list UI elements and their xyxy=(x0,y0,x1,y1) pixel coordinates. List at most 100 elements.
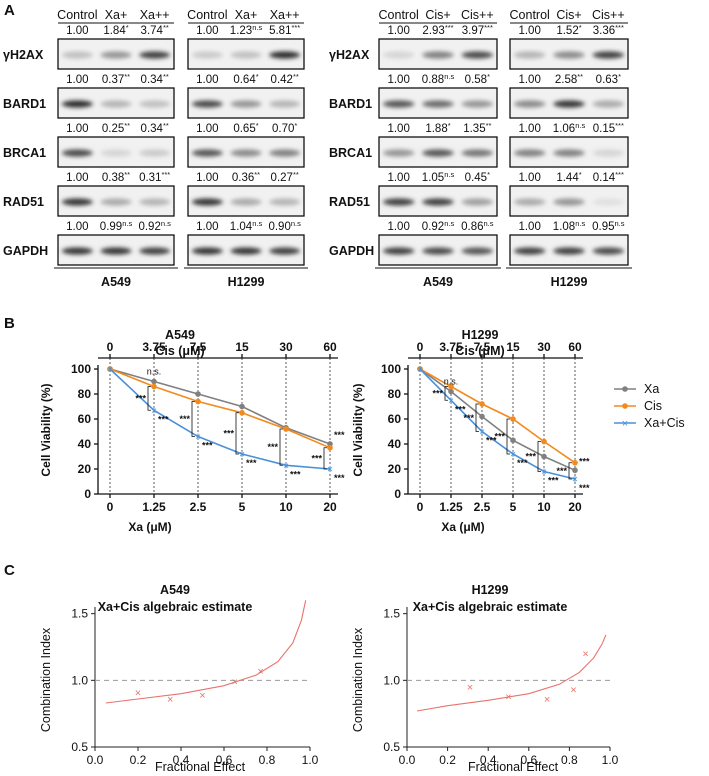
quant-cis-0-1-1: 1.52* xyxy=(556,23,581,37)
quant-cis-3-0-2: 0.45* xyxy=(465,170,490,184)
series-line-Xa+Cis xyxy=(109,368,331,470)
y-tick-label: 0 xyxy=(394,487,401,501)
blot-band xyxy=(191,198,223,206)
significance-stars: *** xyxy=(517,458,528,468)
significance-bracket xyxy=(506,418,510,455)
y-tick-label: 80 xyxy=(388,387,402,401)
significance-stars: *** xyxy=(334,430,345,440)
y-tick-label: 20 xyxy=(388,462,402,476)
x-tick-label: 5 xyxy=(510,500,517,514)
quant-xa-2-1-1: 0.65* xyxy=(233,121,258,135)
blot-band xyxy=(139,198,171,206)
quant-xa-2-1-2: 0.70* xyxy=(272,121,297,135)
data-point-Xa+Cis: × xyxy=(417,365,423,376)
quant-cis-0-0-0: 1.00 xyxy=(387,25,409,37)
blot-band xyxy=(422,100,454,108)
legend-item-cis: Cis xyxy=(614,399,662,413)
top-tick-label: 7.5 xyxy=(474,340,491,354)
significance-stars: *** xyxy=(179,414,190,424)
significance-bracket xyxy=(568,462,572,480)
data-point-Xa+Cis: × xyxy=(239,450,245,461)
group-label-xa: H1299 xyxy=(228,275,265,289)
blot-band xyxy=(422,247,454,255)
data-point-Xa+Cis: × xyxy=(541,467,547,478)
quant-xa-4-0-0: 1.00 xyxy=(66,221,88,233)
quant-xa-4-0-2: 0.92n.s xyxy=(138,219,171,233)
significance-bracket xyxy=(235,412,239,455)
blot-band xyxy=(139,247,171,255)
x-tick-label: 1.25 xyxy=(142,500,166,514)
blot-band xyxy=(269,51,301,59)
quant-cis-4-1-2: 0.95n.s xyxy=(592,219,625,233)
x-tick-label: 1.0 xyxy=(302,753,319,767)
data-point-Xa xyxy=(572,467,578,474)
data-point-Xa xyxy=(479,413,485,420)
blot-band xyxy=(230,247,262,255)
quant-xa-1-1-1: 0.64* xyxy=(233,72,258,86)
x-tick-label: 0 xyxy=(417,500,424,514)
quant-cis-3-1-2: 0.14*** xyxy=(593,170,624,184)
row-label-cis-1: BARD1 xyxy=(329,97,372,111)
blot-band xyxy=(61,198,93,206)
series-line-Xa+Cis xyxy=(419,368,576,480)
top-tick-label: 15 xyxy=(506,340,520,354)
quant-cis-3-1-0: 1.00 xyxy=(518,172,540,184)
data-point-Xa xyxy=(239,403,245,410)
data-point-Xa+Cis: × xyxy=(448,396,454,407)
significance-stars: *** xyxy=(290,469,301,479)
quant-cis-1-0-1: 0.88n.s xyxy=(422,72,455,86)
ci-point: × xyxy=(232,677,238,689)
ci-a549-title: A549 xyxy=(160,583,190,597)
quant-cis-2-0-2: 1.35** xyxy=(463,121,491,135)
significance-bracket xyxy=(147,386,151,411)
blot-band xyxy=(592,247,625,255)
y-tick-label: 0.5 xyxy=(383,740,400,754)
x-tick-label: 0.0 xyxy=(87,753,104,767)
data-point-Cis xyxy=(448,383,454,390)
quant-xa-0-0-2: 3.74** xyxy=(141,23,169,37)
blot-band xyxy=(513,247,546,255)
quant-cis-4-1-1: 1.08n.s xyxy=(553,219,586,233)
y-tick-label: 80 xyxy=(78,387,92,401)
x-tick-label: 20 xyxy=(323,500,337,514)
quant-xa-4-1-2: 0.90n.s xyxy=(268,219,301,233)
ci-point: × xyxy=(582,649,588,661)
blot-band xyxy=(230,100,262,108)
ci-h1299-ylabel: Combination Index xyxy=(351,627,365,732)
data-point-Cis xyxy=(327,444,333,451)
significance-stars: *** xyxy=(158,414,169,424)
data-point-Xa+Cis: × xyxy=(510,450,516,461)
row-label-xa-1: BARD1 xyxy=(3,97,46,111)
x-tick-label: 0.4 xyxy=(173,753,190,767)
ci-point: × xyxy=(570,685,576,697)
quant-xa-2-1-0: 1.00 xyxy=(196,123,218,135)
svg-text:×: × xyxy=(622,418,628,430)
lane-label-cis-1-2: Cis+ xyxy=(425,8,450,22)
significance-bracket xyxy=(323,447,327,470)
blot-band xyxy=(513,51,546,59)
blot-band xyxy=(461,149,494,157)
significance-bracket xyxy=(475,403,479,432)
data-point-Xa+Cis: × xyxy=(107,365,113,376)
lane-label-xa-1-2: Xa+ xyxy=(105,8,128,22)
significance-stars: *** xyxy=(223,428,234,438)
lane-label-cis-2-1: Control xyxy=(510,8,550,22)
data-point-Cis xyxy=(151,383,157,390)
viability-h1299-title: H1299 xyxy=(462,328,499,342)
blot-band xyxy=(61,149,93,157)
ci-point: × xyxy=(467,682,473,694)
group-label-xa: A549 xyxy=(101,275,131,289)
legend-item-xa: Xa xyxy=(614,382,659,396)
ci-h1299-xlabel: Fractional Effect xyxy=(468,760,559,774)
quant-xa-2-0-0: 1.00 xyxy=(66,123,88,135)
quant-cis-4-1-0: 1.00 xyxy=(518,221,540,233)
x-tick-label: 1.0 xyxy=(602,753,619,767)
blot-band xyxy=(422,149,454,157)
blot-band xyxy=(139,100,171,108)
top-tick-label: 30 xyxy=(279,340,293,354)
blot-band xyxy=(269,149,301,157)
quant-xa-1-1-0: 1.00 xyxy=(196,74,218,86)
blot-band xyxy=(191,247,223,255)
blot-band xyxy=(513,149,546,157)
quant-xa-0-0-1: 1.84* xyxy=(103,23,128,37)
